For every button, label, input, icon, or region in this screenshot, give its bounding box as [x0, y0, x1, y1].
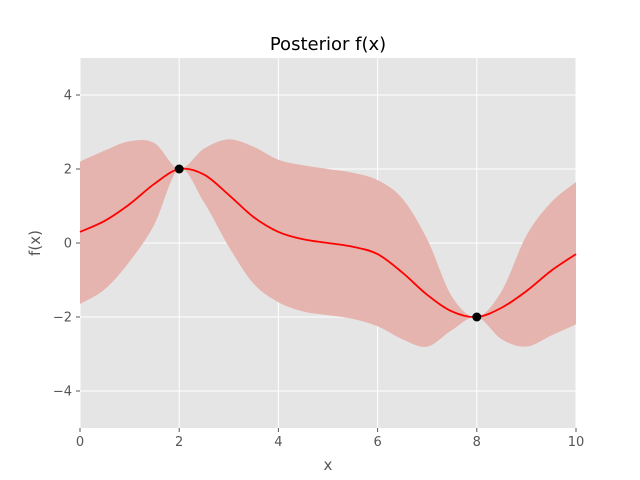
x-tick-label: 2: [175, 435, 183, 450]
observation-point: [472, 312, 482, 322]
x-axis-label: x: [324, 456, 333, 474]
y-axis-ticks: −4 −2 0 2 4: [53, 89, 80, 400]
x-tick-label: 6: [373, 435, 381, 450]
x-axis-ticks: 0 2 4 6 8 10: [76, 428, 584, 450]
observation-point: [174, 164, 184, 174]
x-tick-label: 0: [76, 435, 84, 450]
x-tick-label: 8: [473, 435, 481, 450]
x-tick-label: 10: [568, 435, 585, 450]
y-tick-label: −4: [53, 385, 72, 400]
x-tick-label: 4: [274, 435, 282, 450]
observation-points: [174, 164, 482, 322]
y-tick-label: −2: [53, 311, 72, 326]
y-tick-label: 2: [64, 163, 72, 178]
chart-title: Posterior f(x): [270, 34, 386, 55]
y-tick-label: 4: [64, 89, 72, 104]
y-tick-label: 0: [64, 237, 72, 252]
mean-line: [79, 167, 577, 318]
y-axis-label: f(x): [26, 230, 44, 256]
